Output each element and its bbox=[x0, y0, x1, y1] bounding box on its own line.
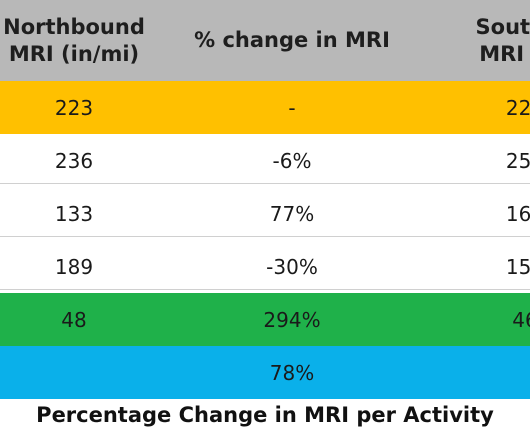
header-northbound-line2: MRI (in/mi) bbox=[8, 41, 140, 66]
cell-percent-change: - bbox=[288, 95, 296, 120]
cell-southbound: 152 bbox=[505, 254, 530, 279]
row-divider bbox=[0, 236, 530, 237]
cell-northbound: 223 bbox=[54, 95, 94, 120]
cell-northbound: 189 bbox=[54, 254, 94, 279]
table-row-highlight-green: 48 294% 46 bbox=[0, 293, 530, 346]
header-northbound-line1: Northbound bbox=[3, 14, 145, 39]
cell-percent-change: 294% bbox=[263, 307, 321, 332]
table-row: 236 -6% 259 bbox=[0, 134, 530, 187]
cell-northbound: 133 bbox=[54, 201, 94, 226]
mri-table: Northbound MRI (in/mi) % change in MRI S… bbox=[0, 0, 530, 399]
cell-southbound: 46 bbox=[512, 307, 530, 332]
header-southbound: Southbo MRI (in/ bbox=[400, 0, 530, 81]
header-southbound-line2: MRI (in/ bbox=[479, 41, 530, 66]
cell-percent-change: 77% bbox=[269, 201, 315, 226]
cell-southbound: 223 bbox=[505, 95, 530, 120]
table-row-baseline: 223 - 223 bbox=[0, 81, 530, 134]
cell-southbound bbox=[400, 346, 530, 399]
table-row-summary-blue: 78% bbox=[0, 346, 530, 399]
header-northbound: Northbound MRI (in/mi) bbox=[0, 0, 206, 81]
header-percent-change: % change in MRI bbox=[194, 28, 390, 52]
table-caption: Percentage Change in MRI per Activity bbox=[36, 403, 494, 427]
cell-percent-change: 78% bbox=[269, 360, 315, 385]
cell-northbound: 48 bbox=[61, 307, 87, 332]
cell-percent-change: -6% bbox=[272, 148, 312, 173]
cell-percent-change: -30% bbox=[266, 254, 318, 279]
cell-northbound: 236 bbox=[54, 148, 94, 173]
table-row: 133 77% 163 bbox=[0, 187, 530, 240]
table-header-row: Northbound MRI (in/mi) % change in MRI S… bbox=[0, 0, 530, 81]
cell-southbound: 163 bbox=[505, 201, 530, 226]
cell-southbound: 259 bbox=[505, 148, 530, 173]
table-row: 189 -30% 152 bbox=[0, 240, 530, 293]
row-divider bbox=[0, 183, 530, 184]
row-divider bbox=[0, 289, 530, 290]
header-southbound-line1: Southbo bbox=[475, 14, 530, 39]
